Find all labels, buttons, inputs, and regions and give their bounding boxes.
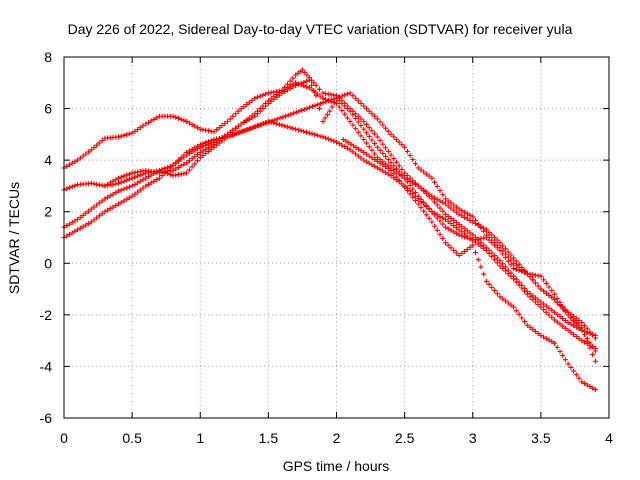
- series-markers: [61, 119, 598, 351]
- series-trace-1: [61, 67, 598, 338]
- y-axis-label: SDTVAR / TECUs: [6, 182, 22, 294]
- y-tick-label: 8: [44, 49, 52, 65]
- series-trace-2: [61, 80, 598, 341]
- x-tick-label: 1.5: [259, 430, 279, 446]
- x-tick-label: 2: [333, 430, 341, 446]
- x-axis-label: GPS time / hours: [283, 458, 390, 474]
- x-tick-label: 1: [196, 430, 204, 446]
- series-markers: [61, 67, 598, 338]
- x-tick-label: 4: [605, 430, 613, 446]
- y-tick-label: 6: [44, 101, 52, 117]
- x-tick-label: 0.5: [122, 430, 142, 446]
- x-tick-label: 3.5: [531, 430, 551, 446]
- grid: [64, 57, 609, 418]
- y-tick-label: -6: [40, 410, 53, 426]
- y-tick-label: 0: [44, 255, 52, 271]
- y-tick-label: 2: [44, 204, 52, 220]
- x-tick-label: 3: [469, 430, 477, 446]
- y-tick-label: 4: [44, 152, 52, 168]
- series-markers: [340, 137, 598, 393]
- series-markers: [102, 77, 598, 364]
- plot-frame: [63, 56, 610, 419]
- series-trace-6: [340, 137, 598, 393]
- data-layer: [61, 67, 598, 393]
- y-tick-label: -2: [40, 307, 53, 323]
- series-markers: [61, 80, 598, 341]
- series-trace-5: [102, 77, 598, 364]
- x-tick-label: 0: [60, 430, 68, 446]
- series-trace-3: [61, 119, 598, 351]
- chart-title: Day 226 of 2022, Sidereal Day-to-day VTE…: [68, 21, 573, 37]
- x-tick-label: 2.5: [395, 430, 415, 446]
- y-tick-label: -4: [40, 358, 53, 374]
- axis-ticks: 0 0.5 1 1.5 2 2.5 3 3.5 4 -6 -4 -2 0 2 4 6 8: [40, 49, 614, 446]
